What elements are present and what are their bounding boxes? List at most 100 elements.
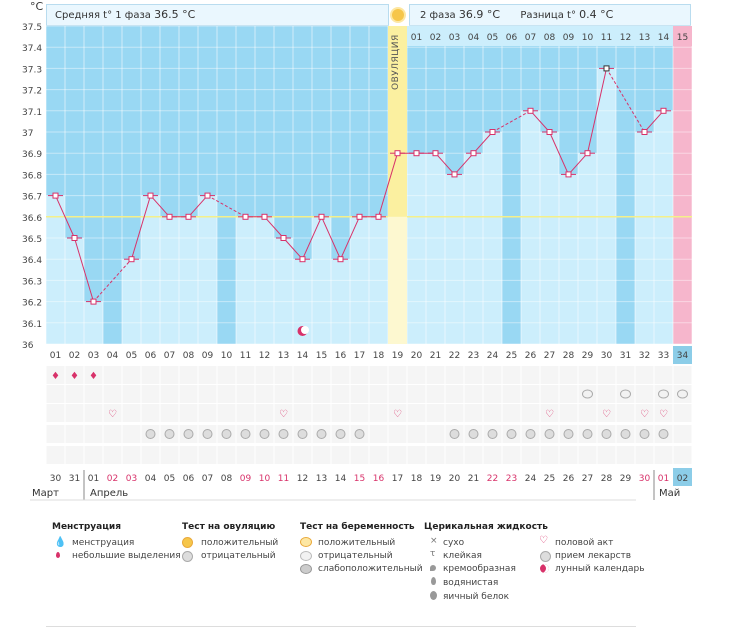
x-tick-label: 11: [240, 351, 251, 361]
calendar-date: 22: [487, 474, 498, 484]
x-tick-label: 26: [525, 351, 537, 361]
calendar-cell: [388, 446, 407, 464]
today-column: [673, 26, 692, 344]
series-point: [71, 235, 78, 241]
calendar-cell: [502, 404, 521, 422]
calendar-cell: [141, 385, 160, 403]
calendar-date: 06: [183, 474, 195, 484]
ovulation-positive-icon: [182, 537, 193, 548]
medication-marker: [544, 429, 555, 439]
drop-icon: 💧: [54, 537, 67, 548]
series-point: [185, 213, 192, 220]
calendar-cell: [236, 366, 255, 384]
calendar-cell: [274, 385, 293, 403]
intercourse-icon: ♡: [545, 409, 554, 420]
phase2-day-label: 08: [544, 33, 556, 43]
series-point: [375, 213, 382, 220]
legend-divider: [46, 626, 636, 627]
calendar-cell: [445, 446, 464, 464]
intercourse-icon: ♡: [108, 409, 117, 420]
temperature-bar: [540, 132, 559, 344]
calendar-cell: [65, 425, 84, 443]
series-segment: [568, 152, 588, 175]
calendar-cell: [464, 385, 483, 403]
calendar-cell: [407, 404, 426, 422]
diff-value: 0.4 °C: [579, 8, 614, 21]
x-tick-label: 10: [221, 351, 233, 361]
y-tick-label: 36.6: [22, 214, 42, 224]
temperature-bar: [65, 238, 84, 344]
legend-spotting-item: небольшие выделения: [72, 551, 181, 561]
calendar-cell: [255, 366, 274, 384]
intercourse-icon: ♡: [279, 409, 288, 420]
temperature-bar: [464, 153, 483, 344]
x-tick-label: 03: [88, 351, 99, 361]
phase2-strip: [407, 26, 692, 46]
calendar-cell: [141, 446, 160, 464]
calendar-date: 28: [601, 474, 613, 484]
series-point: [128, 256, 135, 263]
y-tick-label: 36.9: [22, 150, 42, 160]
calendar-cell: [521, 385, 540, 403]
legend-menstruation-title: Менструация: [52, 522, 121, 532]
calendar-cell: [521, 404, 540, 422]
x-tick-label: 09: [202, 351, 214, 361]
series-segment: [207, 195, 246, 218]
temperature-bar: [483, 132, 502, 344]
medication-marker: [183, 429, 194, 439]
series-segment: [473, 131, 493, 154]
phase2-day-label: 15: [677, 33, 688, 43]
calendar-cell: [236, 446, 255, 464]
calendar-cell: [179, 366, 198, 384]
medication-marker: [145, 429, 156, 439]
calendar-cell: [217, 446, 236, 464]
calendar-date: 13: [316, 474, 327, 484]
calendar-date: 10: [259, 474, 271, 484]
series-point: [318, 213, 325, 220]
temperature-bar: [160, 216, 179, 344]
pregnancy-negative-marker: [658, 389, 669, 399]
phase2-value: 36.9 °C: [458, 8, 501, 21]
calendar-date: 30: [50, 474, 62, 484]
calendar-cell: [673, 425, 692, 443]
pregnancy-negative-icon: [300, 551, 312, 561]
calendar-cell: [578, 446, 597, 464]
phase2-label: 2 фаза: [420, 10, 456, 21]
calendar-cell: [464, 366, 483, 384]
calendar-cell: [502, 385, 521, 403]
calendar-cell: [160, 446, 179, 464]
x-tick-label: 22: [449, 351, 460, 361]
calendar-date: 08: [221, 474, 233, 484]
temperature-bar: [407, 153, 426, 344]
calendar-cell: [483, 385, 502, 403]
calendar-date: 01: [88, 474, 99, 484]
calendar-cell: [654, 446, 673, 464]
calendar-date: 12: [297, 474, 308, 484]
series-point: [261, 213, 268, 220]
x-tick-label: 15: [316, 351, 327, 361]
phase2-day-label: 01: [411, 33, 422, 43]
phase2-day-label: 12: [620, 33, 631, 43]
x-tick-label: 07: [164, 351, 175, 361]
pregnancy-negative-marker: [582, 389, 593, 399]
temperature-bar: [255, 216, 274, 344]
calendar-cell: [217, 366, 236, 384]
series-point: [641, 129, 648, 135]
y-tick-label: 37: [22, 129, 33, 139]
calendar-cell: [483, 404, 502, 422]
calendar-cell: [616, 404, 635, 422]
calendar-cell: [578, 404, 597, 422]
series-point: [394, 150, 401, 157]
series-point: [489, 129, 496, 135]
series-point: [451, 171, 458, 178]
menstruation-icon: ♦: [70, 371, 79, 382]
series-point: [413, 150, 420, 157]
calendar-cell: [46, 366, 65, 384]
legend-ovulation-positive: положительный: [201, 538, 279, 548]
series-segment: [378, 153, 398, 217]
medication-marker: [259, 429, 270, 439]
calendar-cell: [597, 404, 616, 422]
x-tick-label: 30: [601, 351, 613, 361]
medication-marker: [164, 429, 175, 439]
calendar-cell: [217, 385, 236, 403]
